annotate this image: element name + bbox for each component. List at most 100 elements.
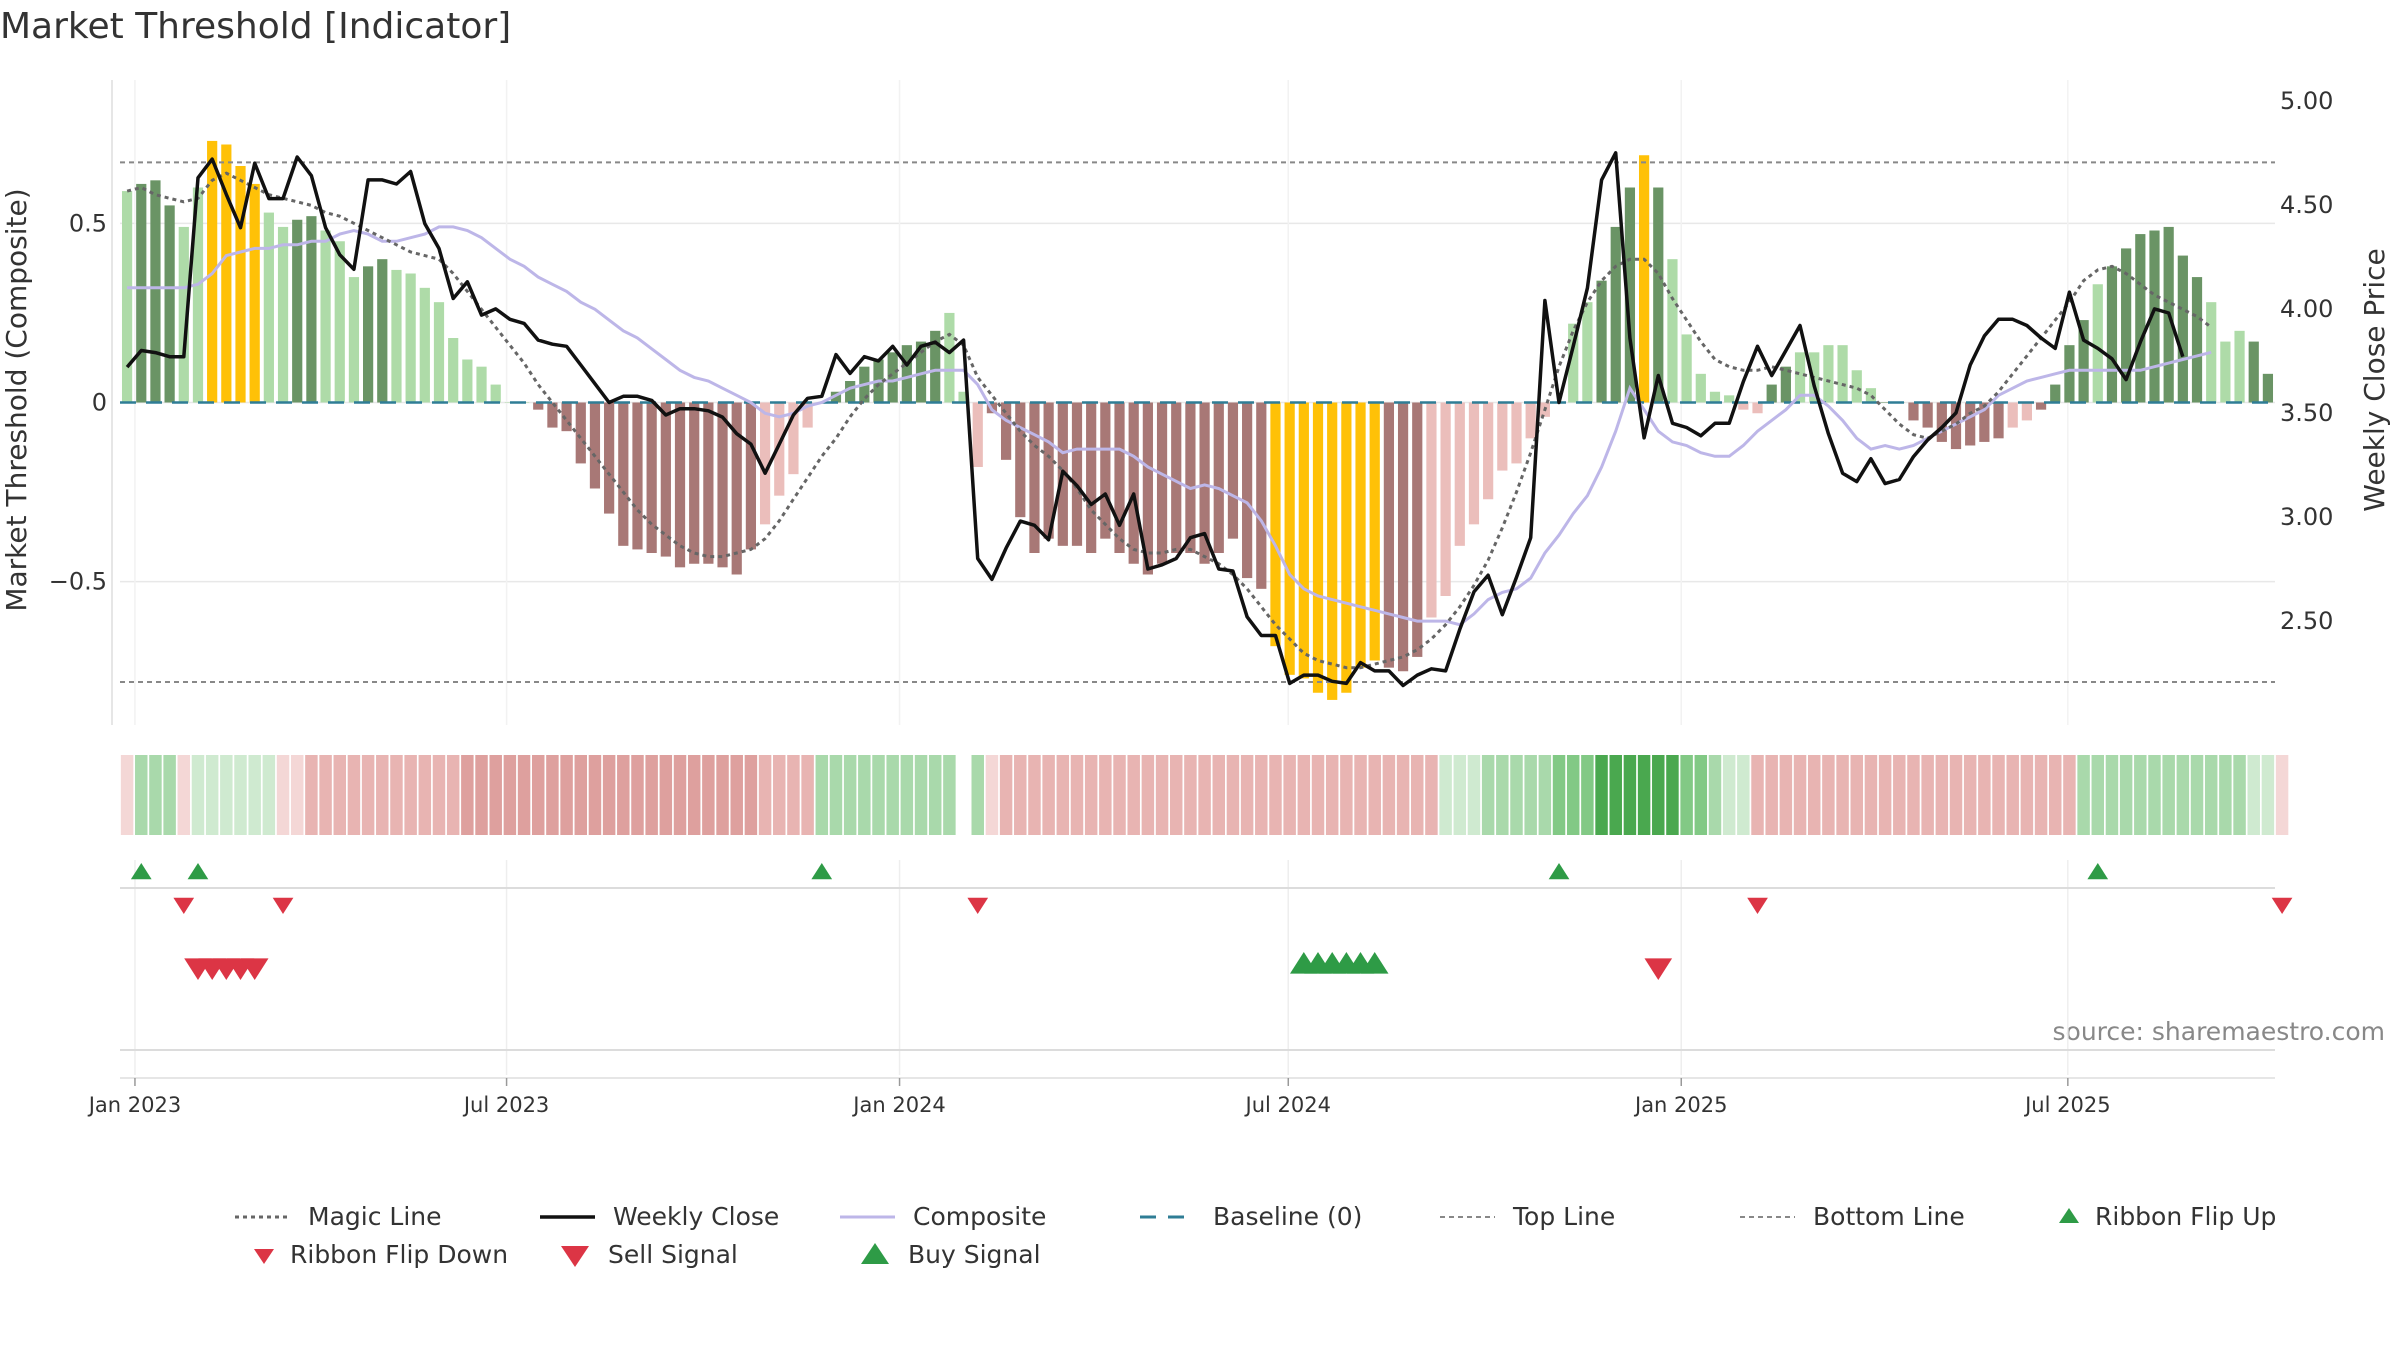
composite-bar [1511, 402, 1522, 464]
composite-bar [1908, 402, 1919, 421]
x-tick-label: Jan 2023 [87, 1093, 182, 1117]
ribbon-cell [1113, 755, 1126, 835]
composite-bar [589, 402, 601, 489]
composite-bar [1624, 187, 1636, 403]
composite-bar [944, 312, 955, 403]
x-tick-label: Jul 2023 [462, 1093, 549, 1117]
ribbon-cell [617, 755, 630, 835]
composite-bar [1681, 334, 1692, 403]
ribbon-cell [376, 755, 389, 835]
composite-bar [2248, 341, 2259, 403]
legend-label: Baseline (0) [1213, 1202, 1362, 1231]
ribbon-cell [1949, 755, 1963, 835]
ribbon-cell [1184, 755, 1197, 835]
composite-bar [915, 341, 927, 403]
ribbon-cell [1042, 755, 1055, 835]
legend-label: Ribbon Flip Down [290, 1240, 508, 1269]
ribbon-cell [205, 755, 219, 835]
ribbon-flip-up-marker [1548, 863, 1570, 880]
composite-bar [2035, 402, 2047, 410]
ribbon [120, 755, 2289, 835]
composite-bar [419, 287, 430, 403]
ribbon-flip-up-marker [2087, 863, 2109, 880]
ribbon-cell [2162, 755, 2175, 835]
composite-bar [476, 366, 487, 403]
weekly-close-line [125, 151, 2185, 688]
chart-title: Market Threshold [Indicator] [0, 6, 511, 47]
ribbon-cell [2049, 755, 2062, 835]
ribbon-cell [2148, 755, 2161, 835]
composite-bar [2121, 248, 2132, 403]
legend-item-magic: Magic Line [235, 1202, 442, 1231]
ribbon-cell [532, 755, 545, 835]
ribbon-cell [390, 755, 403, 835]
composite-bar [490, 384, 501, 403]
ribbon-cell [1963, 755, 1977, 835]
ribbon-cell [943, 755, 956, 835]
composite-bar [689, 402, 700, 564]
ribbon-cell [1368, 755, 1381, 835]
composite-bar [618, 402, 629, 546]
ribbon-cell [2233, 755, 2246, 835]
sell-signal-marker [240, 958, 269, 980]
composite-bar [632, 402, 643, 550]
legend-label: Magic Line [308, 1202, 442, 1231]
composite-bar [405, 273, 416, 403]
ribbon-cell [588, 755, 602, 835]
ribbon-cell [2105, 755, 2119, 835]
ribbon-cell [135, 755, 148, 835]
composite-bar [1156, 402, 1168, 564]
composite-bar [1596, 280, 1607, 403]
ribbon-cell [1354, 755, 1367, 835]
ribbon-cell [1325, 755, 1339, 835]
composite-bar [363, 266, 374, 403]
composite-bar [1128, 402, 1139, 564]
ribbon-cell [1921, 755, 1934, 835]
ribbon-cell [1694, 755, 1708, 835]
ribbon-cell [2176, 755, 2190, 835]
composite-bar [1100, 402, 1111, 539]
ribbon-cell [858, 755, 871, 835]
composite-bar [1979, 402, 1990, 442]
composite-bar [1709, 391, 1721, 403]
composite-bar [1922, 402, 1933, 428]
ribbon-cell [1751, 755, 1764, 835]
legend-label: Sell Signal [608, 1240, 738, 1269]
ribbon-cell [1765, 755, 1778, 835]
composite-bar [1369, 402, 1380, 661]
ribbon-cell [1538, 755, 1552, 835]
ribbon-cell [1255, 755, 1268, 835]
composite-bar [2064, 345, 2075, 403]
composite-bar [448, 338, 459, 403]
composite-bar [235, 166, 246, 403]
composite-bar [561, 402, 572, 432]
ribbon-cell [120, 755, 134, 835]
composite-bar [1738, 402, 1749, 410]
ribbon-cell [1779, 755, 1793, 835]
ribbon-cell [1552, 755, 1566, 835]
ribbon-cell [1070, 755, 1084, 835]
composite-bar [1780, 366, 1791, 403]
ribbon-cell [999, 755, 1013, 835]
ribbon-cell [1127, 755, 1140, 835]
composite-bar [504, 402, 515, 403]
composite-bar [2149, 230, 2160, 403]
ribbon-cell [1708, 755, 1722, 835]
ribbon-cell [1822, 755, 1835, 835]
ribbon-cell [1297, 755, 1311, 835]
signal-markers [120, 863, 2293, 1051]
ribbon-cell [801, 755, 814, 835]
ribbon-cell [928, 755, 942, 835]
composite-bar [433, 302, 445, 403]
composite-bar [802, 402, 813, 428]
y-axis-label-right: Weekly Close Price [2358, 248, 2391, 511]
composite-bar [1227, 402, 1239, 539]
ribbon-cell [716, 755, 729, 835]
ribbon-cell [2006, 755, 2019, 835]
legend-swatch [861, 1243, 889, 1264]
ribbon-cell [446, 755, 460, 835]
lines-layer [120, 151, 2275, 688]
composite-bar [1298, 402, 1309, 679]
composite-bar [972, 402, 983, 467]
ribbon-flip-down-marker [967, 897, 989, 914]
